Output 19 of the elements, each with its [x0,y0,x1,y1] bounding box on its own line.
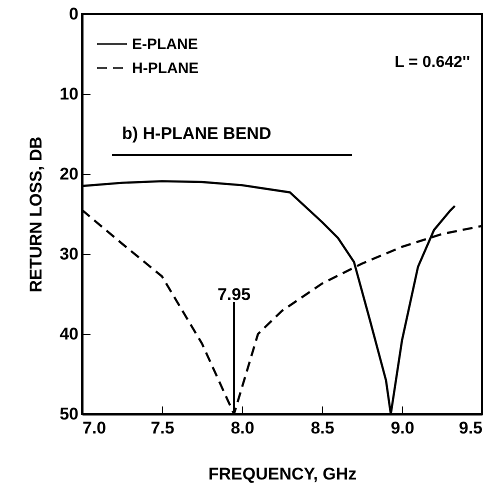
x-axis-title: FREQUENCY, GHz [208,464,357,484]
annotation: L = 0.642'' [394,54,470,71]
x-tick-label: 7.5 [150,418,174,438]
x-tick-label: 9.5 [458,418,482,438]
y-tick-label: 40 [60,324,78,344]
y-tick-label: 30 [60,244,78,264]
y-axis-title: RETURN LOSS, DB [26,136,46,292]
x-tick-label: 8.0 [230,418,254,438]
annotation: b) H-PLANE BEND [122,124,272,143]
y-tick-label: 0 [69,4,78,24]
legend-label: E-PLANE [132,36,198,53]
y-tick-label: 50 [60,404,78,424]
x-tick-label: 9.0 [390,418,414,438]
legend-label: H-PLANE [132,60,199,77]
x-tick-label: 8.5 [310,418,334,438]
y-tick-label: 10 [60,84,78,104]
x-tick-label: 7.0 [82,418,106,438]
annotation: 7.95 [217,285,251,304]
y-tick-label: 20 [60,164,78,184]
